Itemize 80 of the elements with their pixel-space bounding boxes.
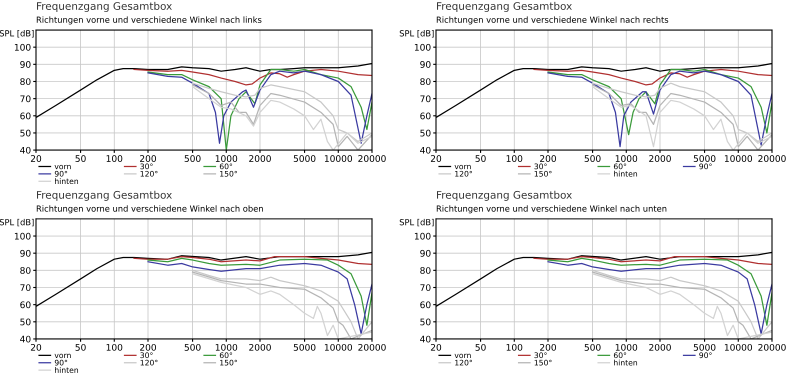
x-tick-label: 10000 (724, 155, 752, 162)
x-tick-label: 100 (506, 155, 522, 162)
x-tick-label: 20 (430, 344, 442, 351)
y-tick-label: 80 (20, 78, 31, 86)
x-tick-label: 500 (584, 155, 601, 162)
y-tick-label: 100 (14, 44, 31, 51)
chart-title: Frequenzgang Gesamtbox (437, 2, 572, 12)
y-tick-label: 60 (420, 112, 431, 120)
chart-subtitle: Richtungen vorne und verschiedene Winkel nach unten (436, 205, 666, 214)
x-tick-label: 50 (476, 344, 486, 351)
y-tick-label: 50 (20, 318, 31, 326)
x-tick-label: 200 (540, 344, 556, 351)
x-tick-label: 1000 (216, 155, 238, 162)
y-tick-label: 60 (420, 301, 431, 308)
y-tick-label: 50 (420, 318, 431, 326)
y-axis-title: SPL [dB] (400, 218, 434, 226)
x-tick-label: 100 (106, 344, 122, 351)
x-tick-label: 2000 (249, 155, 271, 162)
x-tick-label: 20000 (358, 155, 386, 162)
x-tick-label: 1000 (216, 344, 238, 351)
x-tick-label: 5000 (694, 344, 716, 351)
y-tick-label: 70 (20, 284, 31, 292)
y-tick-label: 70 (420, 284, 431, 292)
chart-subtitle: Richtungen vorne und verschiedene Winkel nach oben (36, 205, 263, 214)
x-tick-label: 20 (430, 155, 442, 162)
y-tick-label: 40 (420, 336, 431, 343)
y-tick-label: 40 (20, 336, 31, 343)
x-tick-label: 1000 (616, 155, 638, 162)
x-tick-label: 20000 (758, 344, 786, 351)
x-tick-label: 200 (540, 155, 556, 162)
chart-title: Frequenzgang Gesamtbox (437, 190, 572, 201)
x-tick-label: 2000 (649, 344, 671, 351)
x-tick-label: 100 (506, 344, 522, 351)
x-tick-label: 500 (184, 155, 201, 162)
x-tick-label: 20000 (358, 344, 386, 351)
x-tick-label: 10000 (724, 344, 752, 351)
y-axis-title: SPL [dB] (0, 30, 34, 38)
x-tick-label: 100 (106, 155, 122, 162)
y-tick-label: 60 (20, 112, 31, 120)
y-axis-title: SPL [dB] (0, 218, 34, 226)
x-tick-label: 200 (140, 155, 156, 162)
x-tick-label: 20 (30, 344, 42, 351)
y-tick-label: 80 (20, 267, 31, 274)
x-tick-label: 20 (30, 155, 42, 162)
x-tick-label: 10000 (324, 155, 352, 162)
y-tick-label: 100 (14, 232, 31, 240)
x-tick-label: 5000 (694, 155, 716, 162)
x-tick-label: 2000 (649, 155, 671, 162)
x-tick-label: 2000 (249, 344, 271, 351)
x-tick-label: 20000 (758, 155, 786, 162)
x-tick-label: 50 (76, 155, 86, 162)
y-tick-label: 70 (20, 95, 31, 102)
y-tick-label: 40 (20, 146, 31, 154)
x-tick-label: 1000 (616, 344, 638, 351)
x-tick-label: 200 (140, 344, 156, 351)
y-axis-title: SPL [dB] (400, 30, 434, 38)
chart-subtitle: Richtungen vorne und verschiedene Winkel nach rechts (436, 16, 668, 24)
y-tick-label: 100 (414, 44, 431, 51)
x-tick-label: 500 (184, 344, 201, 351)
y-tick-label: 90 (420, 250, 431, 257)
y-tick-label: 80 (420, 267, 431, 274)
y-tick-label: 70 (420, 95, 431, 102)
x-tick-label: 50 (476, 155, 486, 162)
chart-subtitle: Richtungen vorne und verschiedene Winkel nach links (36, 16, 262, 24)
y-tick-label: 50 (20, 130, 31, 137)
chart-title: Frequenzgang Gesamtbox (37, 2, 172, 12)
y-tick-label: 100 (414, 232, 431, 240)
chart-title: Frequenzgang Gesamtbox (37, 190, 172, 201)
x-tick-label: 5000 (294, 344, 316, 351)
x-tick-label: 500 (584, 344, 601, 351)
y-tick-label: 90 (20, 250, 31, 257)
x-tick-label: 10000 (324, 344, 352, 351)
y-tick-label: 60 (20, 301, 31, 308)
y-tick-label: 80 (420, 78, 431, 86)
y-tick-label: 90 (420, 61, 431, 68)
x-tick-label: 50 (76, 344, 86, 351)
x-tick-label: 5000 (294, 155, 316, 162)
y-tick-label: 50 (420, 130, 431, 137)
y-tick-label: 40 (420, 146, 431, 154)
y-tick-label: 90 (20, 61, 31, 68)
